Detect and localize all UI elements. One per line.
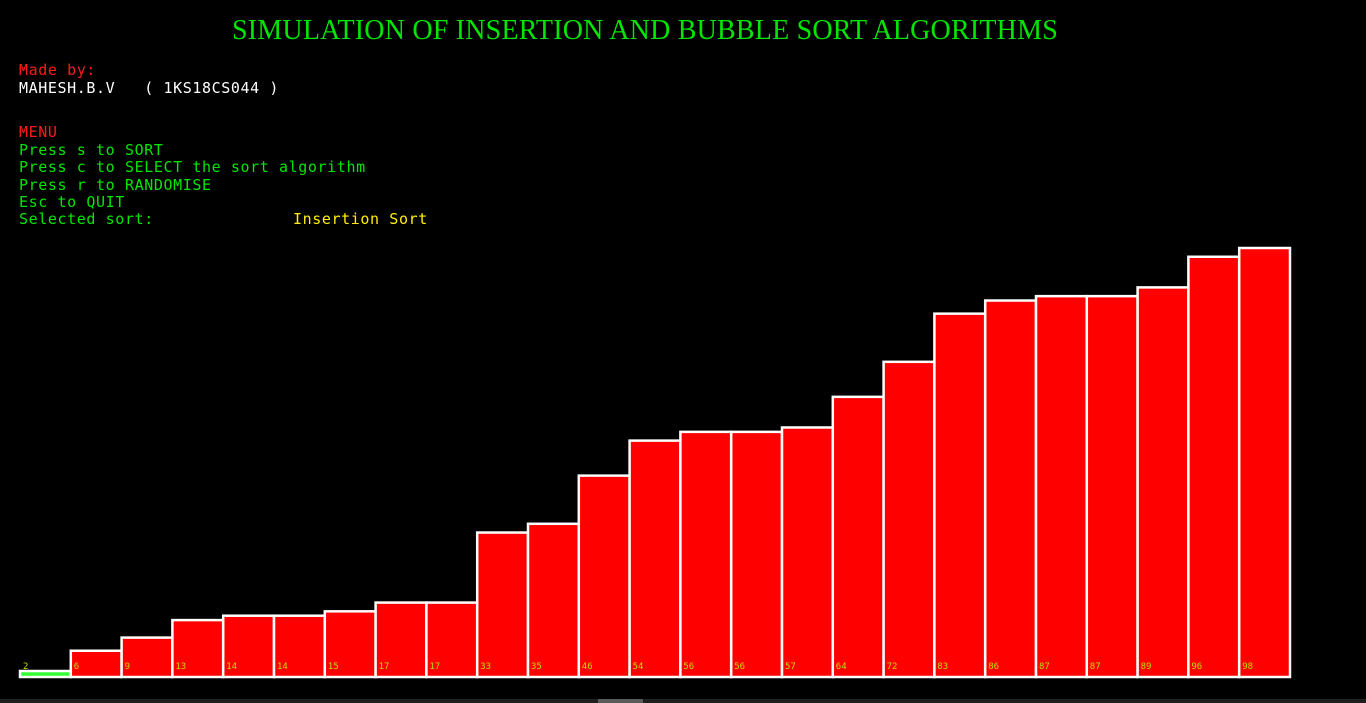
bar-11 [577, 474, 631, 679]
bar-value-label-0: 2 [23, 662, 28, 672]
bar-23 [1187, 255, 1241, 679]
menu-item-select-algorithm[interactable]: Press c to SELECT the sort algorithm [19, 158, 366, 176]
bar-value-label-20: 87 [1039, 662, 1050, 672]
bar-value-label-12: 54 [633, 662, 644, 672]
bar-21 [1085, 294, 1139, 679]
bar-value-label-2: 9 [125, 662, 130, 672]
bar-10 [526, 522, 581, 679]
bar-7 [374, 601, 428, 679]
bar-value-label-19: 86 [988, 662, 999, 672]
bar-value-label-13: 56 [683, 662, 694, 672]
bar-value-label-24: 98 [1242, 662, 1253, 672]
bar-5 [272, 614, 327, 679]
bar-value-label-11: 46 [582, 662, 593, 672]
bar-14 [729, 430, 784, 679]
author-name: MAHESH.B.V [19, 79, 116, 97]
bar-value-label-16: 64 [836, 662, 847, 672]
bar-value-label-5: 14 [277, 662, 288, 672]
selected-sort-value: Insertion Sort [293, 210, 428, 228]
page-title: SIMULATION OF INSERTION AND BUBBLE SORT … [232, 15, 1058, 46]
bar-16 [831, 395, 885, 679]
bar-value-label-3: 13 [175, 662, 186, 672]
bar-value-label-15: 57 [785, 662, 796, 672]
bar-value-label-23: 96 [1191, 662, 1202, 672]
bar-13 [679, 430, 733, 679]
bar-24 [1237, 246, 1292, 679]
made-by-label: Made by: [19, 61, 97, 79]
bar-value-label-9: 33 [480, 662, 491, 672]
bar-value-label-14: 56 [734, 662, 745, 672]
bar-3 [171, 618, 225, 679]
bar-6 [323, 610, 377, 679]
bar-1 [69, 649, 123, 679]
bar-9 [475, 531, 530, 679]
menu-heading: MENU [19, 123, 58, 141]
scrollbar-thumb[interactable] [598, 699, 643, 703]
bar-20 [1034, 294, 1089, 679]
bar-2 [120, 636, 174, 679]
bar-4 [221, 614, 276, 679]
bar-value-label-1: 6 [74, 662, 79, 672]
bar-value-label-6: 15 [328, 662, 339, 672]
bar-17 [882, 360, 936, 679]
bar-value-label-17: 72 [887, 662, 898, 672]
bar-value-label-22: 89 [1141, 662, 1152, 672]
menu-item-randomise[interactable]: Press r to RANDOMISE [19, 175, 212, 194]
bar-18 [933, 312, 987, 679]
selected-sort-label: Selected sort: [19, 210, 154, 228]
bar-value-label-8: 17 [429, 662, 440, 672]
menu-item-sort[interactable]: Press s to SORT [19, 140, 164, 159]
bar-value-label-18: 83 [937, 662, 948, 672]
author-line: MAHESH.B.V ( 1KS18CS044 ) [19, 79, 280, 98]
bar-8 [425, 601, 479, 679]
bar-value-label-21: 87 [1090, 662, 1101, 672]
bar-15 [780, 426, 835, 679]
bar-22 [1136, 286, 1190, 679]
bar-value-label-10: 35 [531, 662, 542, 672]
bar-value-label-4: 14 [226, 662, 237, 672]
bar-value-label-7: 17 [379, 662, 390, 672]
bar-12 [628, 439, 682, 679]
bar-19 [983, 299, 1038, 679]
author-usn: ( 1KS18CS044 ) [144, 79, 280, 97]
taskbar-strip [0, 699, 1366, 703]
menu-item-quit[interactable]: Esc to QUIT [19, 193, 125, 211]
